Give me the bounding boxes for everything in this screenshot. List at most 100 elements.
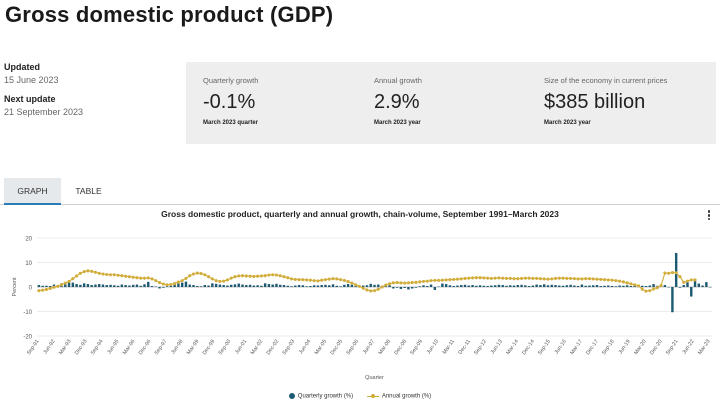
x-tick-label: Mar-17 [569, 339, 584, 356]
annual-point [693, 278, 697, 282]
x-tick-label: Sep-94 [90, 339, 105, 356]
annual-point [346, 280, 350, 284]
quarterly-bar [441, 283, 444, 287]
annual-point [504, 276, 509, 280]
quarterly-bar [471, 285, 474, 287]
quarterly-bar [592, 285, 595, 287]
annual-point [572, 277, 576, 281]
annual-point [644, 289, 648, 293]
quarterly-bar [237, 283, 240, 287]
annual-point [71, 277, 75, 281]
quarterly-bar [282, 285, 286, 287]
annual-point [67, 279, 71, 283]
quarterly-bar [456, 285, 459, 287]
x-tick-label: Dec-11 [458, 339, 473, 356]
quarterly-bar [98, 284, 101, 287]
annual-point [180, 279, 184, 283]
tab-table[interactable]: TABLE [75, 186, 102, 196]
annual-point [520, 276, 524, 280]
annual-point [282, 275, 286, 279]
next-update-label: Next update [4, 94, 56, 104]
x-tick-label: Dec-93 [74, 339, 89, 356]
annual-point [659, 283, 663, 288]
annual-point [93, 270, 97, 274]
kebab-menu-icon[interactable] [704, 209, 714, 223]
quarterly-bar [618, 285, 621, 287]
annual-point [56, 284, 60, 288]
quarterly-bar [505, 285, 508, 287]
quarterly-bar [516, 285, 520, 287]
annual-point [165, 283, 169, 287]
quarterly-bar [86, 284, 90, 287]
quarterly-bar [94, 284, 97, 287]
x-tick-label: Jun-10 [426, 339, 440, 356]
quarterly-bar [599, 286, 602, 287]
annual-point [308, 278, 312, 282]
annual-point [478, 276, 482, 280]
annual-point [655, 286, 659, 290]
quarterly-bar [580, 284, 584, 287]
annual-point [124, 274, 128, 278]
annual-point [210, 277, 214, 281]
quarterly-bar [595, 285, 599, 287]
annual-point [274, 273, 279, 277]
chart-container: -20 -10 0 10 20 Percent Quarter Sep-91 Jun-92 Mar… [0, 205, 720, 404]
annual-point [614, 279, 618, 283]
y-tick-label: -10 [23, 310, 32, 316]
annual-point [286, 276, 290, 280]
quarterly-bar [588, 285, 591, 287]
quarterly-bar [196, 286, 199, 287]
annual-point [120, 274, 124, 278]
annual-point [127, 275, 131, 279]
annual-point [678, 275, 682, 279]
x-tick-label: Mar-11 [442, 339, 456, 356]
quarterly-bar [565, 285, 569, 287]
quarterly-bar [150, 286, 154, 287]
quarterly-bar [316, 285, 320, 287]
annual-growth-line [38, 270, 696, 292]
quarterly-bar [75, 284, 78, 287]
annual-point [161, 282, 165, 286]
page-title: Gross domestic product (GDP) [5, 2, 334, 27]
annual-point [271, 273, 275, 277]
x-tick-label: Mar-08 [378, 339, 393, 356]
quarterly-bar [478, 285, 482, 287]
annual-point [629, 282, 633, 286]
quarterly-bar [603, 285, 606, 287]
annual-point [674, 271, 678, 275]
annual-point [482, 276, 486, 280]
legend-item-quarterly[interactable]: Quarterly growth (%) [288, 393, 353, 400]
x-tick-label: Jun-92 [42, 339, 56, 356]
quarterly-bar [411, 287, 414, 289]
annual-point [406, 281, 410, 285]
x-tick-label: Mar-23 [697, 339, 712, 356]
annual-point [199, 271, 203, 276]
x-axis-label: Quarter [365, 375, 384, 381]
quarterly-bar [207, 285, 210, 287]
legend-item-annual[interactable]: Annual growth (%) [366, 393, 431, 400]
annual-point [640, 287, 644, 291]
quarterly-bar [648, 285, 651, 287]
tab-graph[interactable]: GRAPH [4, 178, 61, 205]
annual-point [354, 283, 358, 287]
x-tick-label: Mar-05 [314, 339, 329, 356]
quarterly-bar [377, 284, 380, 287]
annual-point [184, 276, 188, 280]
annual-point [41, 288, 45, 292]
annual-point [350, 281, 354, 285]
quarterly-bar [158, 287, 161, 289]
x-tick-label: Dec-05 [329, 339, 344, 356]
x-tick-label: Jun-16 [554, 339, 568, 356]
quarterly-bar [320, 285, 323, 287]
annual-point [131, 275, 135, 279]
quarterly-bar [214, 283, 218, 287]
quarterly-bar [271, 284, 274, 287]
quarterly-bar [109, 284, 112, 287]
quarterly-bar [641, 285, 644, 287]
quarterly-bar [361, 285, 365, 287]
annual-point [252, 274, 256, 279]
x-tick-label: Dec-08 [393, 339, 408, 356]
quarterly-bar [350, 284, 354, 287]
annual-point [391, 281, 395, 285]
quarterly-bar [82, 283, 86, 287]
